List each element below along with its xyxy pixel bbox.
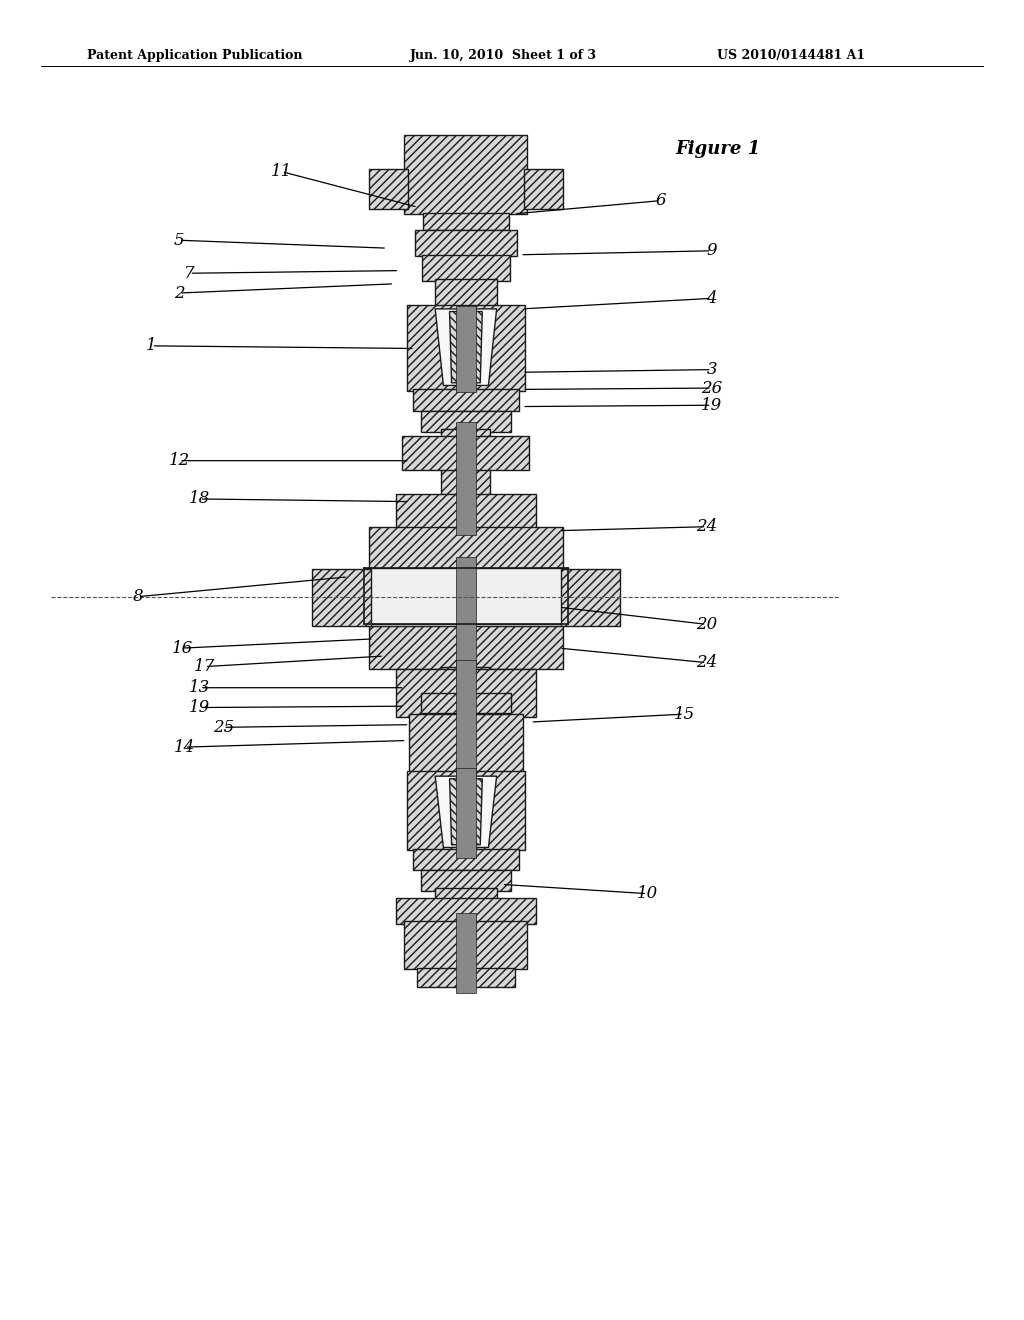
Polygon shape	[462, 779, 470, 845]
Bar	[456, 422, 476, 535]
Bar	[413, 849, 519, 870]
Bar	[312, 569, 371, 626]
Text: 12: 12	[169, 453, 189, 469]
Text: 10: 10	[637, 886, 657, 902]
Bar	[435, 279, 497, 308]
Bar	[456, 306, 476, 392]
Text: 15: 15	[674, 706, 694, 722]
Bar	[407, 771, 525, 850]
Bar	[441, 667, 490, 772]
Bar	[441, 429, 490, 528]
Polygon shape	[435, 776, 497, 847]
Bar	[421, 870, 511, 891]
Polygon shape	[435, 309, 497, 385]
Text: Figure 1: Figure 1	[676, 140, 761, 158]
Text: 14: 14	[174, 739, 195, 755]
Bar	[402, 436, 529, 470]
Text: 25: 25	[213, 719, 233, 735]
Text: 5: 5	[174, 232, 184, 248]
Text: 11: 11	[271, 164, 292, 180]
Bar	[364, 568, 568, 624]
Bar	[423, 213, 509, 230]
Polygon shape	[462, 312, 470, 383]
Bar	[396, 494, 536, 528]
Bar	[417, 968, 515, 987]
Bar	[456, 660, 476, 779]
Bar	[407, 305, 525, 391]
Text: 18: 18	[189, 491, 210, 507]
Text: 24: 24	[696, 519, 717, 535]
Text: 6: 6	[655, 193, 666, 209]
Text: 19: 19	[701, 397, 722, 413]
Polygon shape	[470, 779, 482, 845]
Text: 16: 16	[172, 640, 193, 656]
Bar	[415, 230, 517, 256]
Bar	[396, 669, 536, 717]
Bar	[456, 913, 476, 993]
Bar	[404, 921, 527, 969]
Bar	[413, 389, 519, 411]
Text: 13: 13	[189, 680, 210, 696]
Polygon shape	[470, 312, 482, 383]
Text: 26: 26	[701, 380, 722, 396]
Bar	[561, 569, 620, 626]
Bar	[456, 768, 476, 858]
Text: 9: 9	[707, 243, 717, 259]
Text: 17: 17	[195, 659, 215, 675]
Text: 20: 20	[696, 616, 717, 632]
Text: US 2010/0144481 A1: US 2010/0144481 A1	[717, 49, 865, 62]
Bar	[369, 527, 563, 570]
Text: Patent Application Publication: Patent Application Publication	[87, 49, 302, 62]
Text: 7: 7	[184, 265, 195, 281]
Bar	[422, 255, 510, 281]
Text: Jun. 10, 2010  Sheet 1 of 3: Jun. 10, 2010 Sheet 1 of 3	[410, 49, 597, 62]
Bar	[456, 557, 476, 676]
Bar	[409, 714, 523, 772]
Bar	[369, 626, 563, 669]
Text: 1: 1	[146, 338, 157, 354]
Text: 3: 3	[707, 362, 717, 378]
Polygon shape	[450, 779, 462, 845]
Bar	[421, 693, 511, 713]
Text: 4: 4	[707, 290, 717, 306]
Bar	[524, 169, 563, 209]
Bar	[396, 898, 536, 924]
Bar	[404, 135, 527, 214]
Bar	[435, 888, 497, 921]
Text: 19: 19	[189, 700, 210, 715]
Bar	[369, 169, 408, 209]
Text: 8: 8	[133, 589, 143, 605]
Text: 2: 2	[174, 285, 184, 301]
Bar	[421, 411, 511, 432]
Text: 24: 24	[696, 655, 717, 671]
Polygon shape	[450, 312, 462, 383]
